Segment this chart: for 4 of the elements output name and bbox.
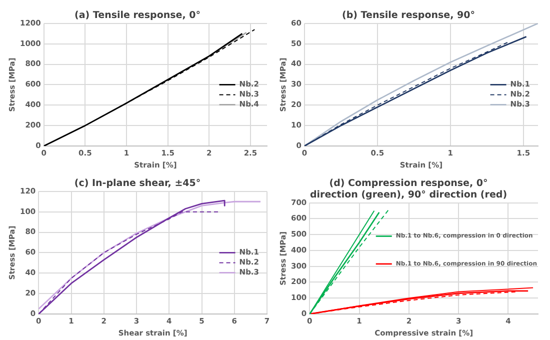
chart-title: (a) Tensile response, 0°	[74, 10, 200, 22]
chart-title: (b) Tensile response, 90°	[342, 10, 475, 22]
chart-title: (d) Compression response, 0° direction (green), 90° direction (red)	[310, 178, 508, 201]
chart-title: (c) In-plane shear, ±45°	[74, 178, 201, 190]
